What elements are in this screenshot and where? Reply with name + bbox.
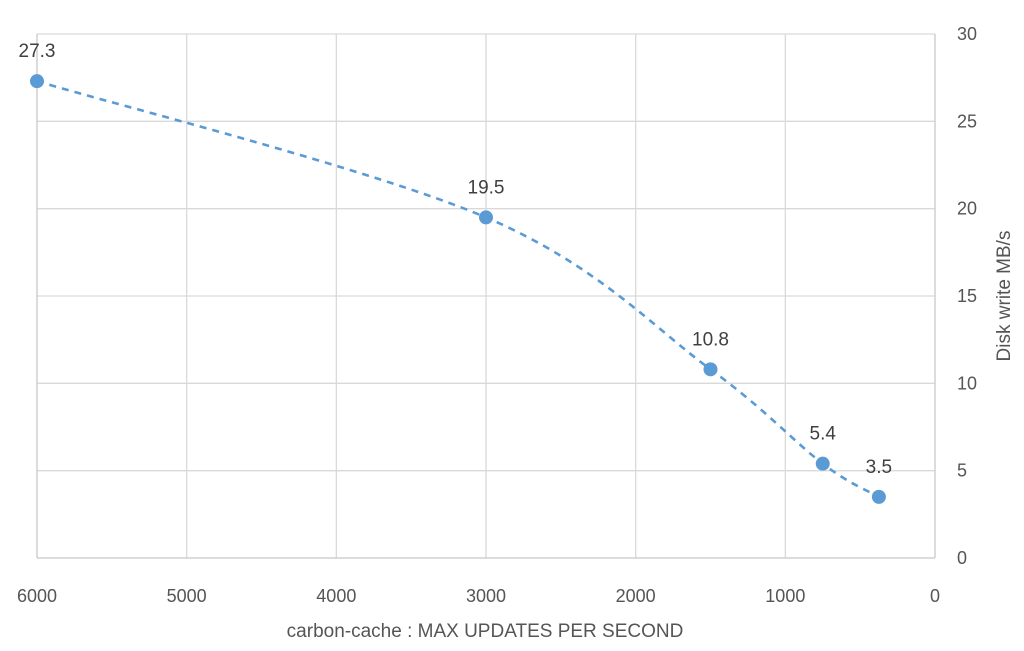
x-tick-label: 3000 [466,586,506,606]
data-point [815,456,830,471]
trendline-curve [36,79,880,498]
y-tick-label: 25 [957,111,977,131]
data-label: 3.5 [866,457,892,478]
data-label: 27.3 [19,41,56,62]
data-label: 10.8 [692,329,729,350]
data-point [871,489,886,504]
data-point [30,74,44,89]
y-tick-label: 20 [957,199,977,219]
x-tick-label: 6000 [17,586,57,606]
axes: 0 5 10 15 20 25 30 6000 5000 4000 3000 2000 1000 0 [17,24,977,606]
x-tick-label: 5000 [167,586,207,606]
x-tick-label: 4000 [316,586,356,606]
y-tick-label: 30 [957,24,977,44]
y-tick-label: 5 [957,461,967,481]
data-label: 5.4 [810,424,837,445]
data-point [703,362,718,377]
y-tick-label: 15 [957,286,977,306]
x-tick-label: 1000 [765,586,805,606]
y-tick-label: 0 [957,548,967,568]
trendline [36,79,880,498]
data-label: 19.5 [468,177,505,198]
gridlines [37,33,935,558]
x-axis-title: carbon-cache : MAX UPDATES PER SECOND [287,621,684,642]
x-tick-label: 0 [930,586,940,606]
y-axis-title: Disk write MB/s [994,231,1015,362]
data-points [30,74,886,504]
data-labels: 27.3 19.5 10.8 5.4 3.5 [19,41,893,478]
y-tick-label: 10 [957,373,977,393]
data-point [479,210,493,225]
x-tick-label: 2000 [616,586,656,606]
